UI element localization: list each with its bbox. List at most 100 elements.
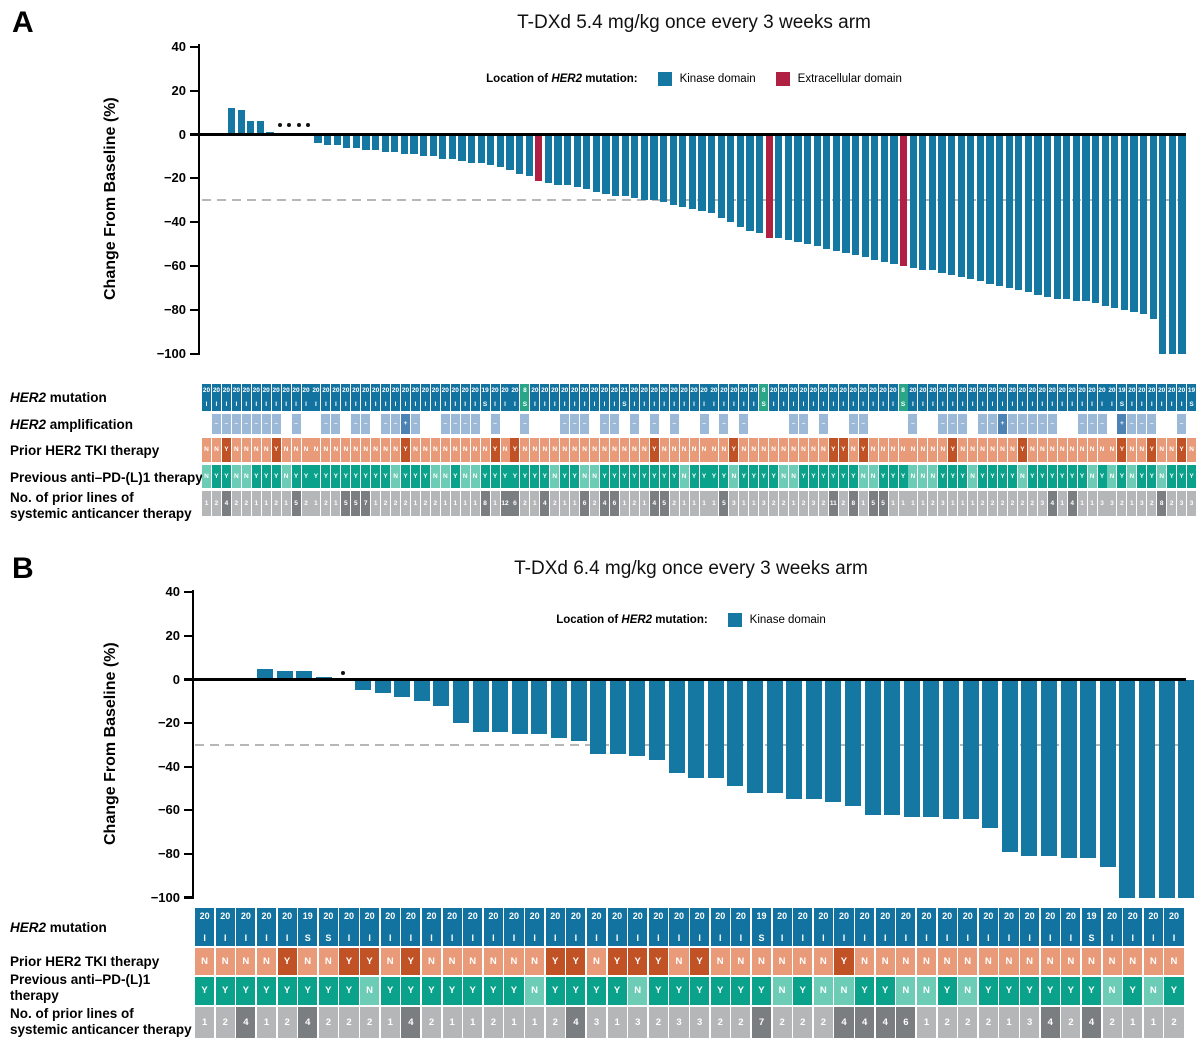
previous-anti-pd-l1-cell: Y — [490, 465, 500, 488]
waterfall-bar — [727, 134, 735, 223]
waterfall-bar — [583, 134, 591, 190]
her2-mutation-cell: 20 I — [648, 908, 668, 946]
prior-her2-tki-cell: N — [875, 948, 895, 975]
prior-her2-tki-cell: N — [1020, 948, 1040, 975]
waterfall-bar — [1015, 134, 1023, 291]
prior-lines-cell: 3 — [690, 1007, 710, 1038]
legend-item-kinase-domain: Kinase domain — [657, 72, 756, 86]
her2-mutation-cell: 20 I — [731, 908, 751, 946]
her2-mutation-cell: 20 I — [1123, 908, 1143, 946]
prior-lines-cell: 4 — [600, 491, 609, 516]
waterfall-bar — [852, 134, 860, 256]
her2-mutation-cell: 20 I — [550, 384, 560, 411]
prior-lines-cell: 2 — [1061, 1007, 1081, 1038]
her2-amplification-cell: – — [460, 414, 470, 434]
waterfall-bar — [1159, 134, 1167, 354]
her2-mutation-cell: 20 I — [331, 384, 341, 411]
her2-amplification-cell: – — [908, 414, 918, 434]
her2-amplification-cell: – — [988, 414, 998, 434]
prior-her2-tki-cell: N — [896, 948, 916, 975]
her2-amplification-cell: – — [699, 414, 709, 434]
previous-anti-pd-l1-cell: N — [968, 465, 978, 488]
waterfall-bar — [668, 679, 685, 774]
prior-her2-tki-cell: Y — [838, 438, 848, 462]
prior-her2-tki-cell: Y — [1117, 438, 1127, 462]
y-axis-tick — [190, 308, 200, 312]
waterfall-bar — [592, 134, 600, 192]
prior-her2-tki-cell: N — [1061, 948, 1081, 975]
waterfall-bar — [1005, 134, 1013, 288]
prior-her2-tki-cell: N — [391, 438, 401, 462]
prior-lines-cell: 1 — [530, 491, 540, 516]
her2-mutation-cell: 20 I — [828, 384, 838, 411]
prior-her2-tki-cell: N — [769, 438, 779, 462]
her2-amplification-cell: – — [351, 414, 361, 434]
prior-lines-cell: 1 — [1077, 491, 1087, 516]
prior-her2-tki-cell: N — [195, 948, 215, 975]
previous-anti-pd-l1-cell: Y — [566, 977, 586, 1005]
her2-mutation-cell: 20 I — [261, 384, 271, 411]
her2-mutation-cell: 20 I — [1027, 384, 1037, 411]
prior-her2-tki-cell: N — [968, 438, 978, 462]
prior-her2-tki-cell: N — [751, 948, 772, 975]
previous-anti-pd-l1-cell: Y — [545, 977, 565, 1005]
her2-mutation-cell: 20 I — [918, 384, 928, 411]
waterfall-bar — [468, 134, 476, 163]
prior-her2-tki-cell: N — [351, 438, 361, 462]
her2-mutation-cell: 20 I — [1177, 384, 1187, 411]
prior-her2-tki-cell: N — [878, 438, 888, 462]
her2-mutation-cell: 20 I — [1137, 384, 1147, 411]
previous-anti-pd-l1-cell: Y — [629, 465, 639, 488]
previous-anti-pd-l1-cell: Y — [420, 465, 430, 488]
her2-mutation-cell: 20 I — [1077, 384, 1087, 411]
waterfall-bar — [324, 134, 332, 146]
her2-mutation-cell: 20 I — [948, 384, 958, 411]
her2-mutation-cell: 20 I — [888, 384, 898, 411]
previous-anti-pd-l1-cell: N — [580, 465, 590, 488]
her2-mutation-cell: 20 I — [1007, 384, 1017, 411]
prior-her2-tki-cell: N — [937, 948, 957, 975]
her2-mutation-cell: 20 I — [772, 908, 792, 946]
previous-anti-pd-l1-cell: Y — [659, 465, 669, 488]
her2-mutation-cell: 20 I — [729, 384, 739, 411]
waterfall-bar — [794, 134, 802, 242]
prior-her2-tki-cell: N — [855, 948, 875, 975]
her2-mutation-cell: 20 I — [339, 908, 359, 946]
prior-lines-cell: 2 — [731, 1007, 751, 1038]
prior-lines-cell: 1 — [442, 1007, 462, 1038]
previous-anti-pd-l1-cell: Y — [236, 977, 256, 1005]
y-tick-label: −60 — [157, 802, 180, 818]
her2-amplification-cell: – — [520, 414, 530, 434]
y-axis-tick — [184, 896, 194, 899]
prior-lines-cell: 2 — [301, 491, 311, 516]
y-tick-label: −40 — [157, 758, 180, 774]
y-tick-label: 40 — [165, 584, 180, 600]
waterfall-bar — [805, 679, 822, 800]
waterfall-bar — [1149, 134, 1157, 319]
prior-lines-cell: 3 — [628, 1007, 648, 1038]
her2-amplification-cell: – — [739, 414, 749, 434]
previous-anti-pd-l1-cell: Y — [1137, 465, 1147, 488]
prior-her2-tki-cell: N — [241, 438, 251, 462]
previous-anti-pd-l1-cell: Y — [401, 977, 421, 1005]
her2-mutation-cell: 20 I — [241, 384, 251, 411]
waterfall-bar — [1178, 134, 1186, 354]
her2-mutation-cell: 20 I — [719, 384, 729, 411]
prior-lines-cell: 4 — [1040, 1007, 1060, 1038]
previous-anti-pd-l1-cell: Y — [639, 465, 649, 488]
prior-her2-tki-cell: N — [1081, 948, 1102, 975]
previous-anti-pd-l1-cell: Y — [1047, 465, 1057, 488]
her2-mutation-cell: 20 I — [215, 908, 235, 946]
her2-amplification-cell: – — [1077, 414, 1087, 434]
prior-her2-tki-cell: N — [609, 438, 619, 462]
her2-mutation-cell: 20 I — [530, 384, 540, 411]
her2-mutation-cell: 20 I — [659, 384, 669, 411]
her2-mutation-cell: 20 I — [221, 384, 231, 411]
prior-lines-cell: 2 — [1102, 1007, 1122, 1038]
prior-lines-cell: 6 — [580, 491, 590, 516]
waterfall-bar — [506, 134, 514, 170]
previous-anti-pd-l1-cell: Y — [818, 465, 828, 488]
her2-mutation-cell: 20 I — [789, 384, 799, 411]
zero-baseline — [192, 678, 1186, 681]
prior-lines-cell: 1 — [958, 491, 968, 516]
